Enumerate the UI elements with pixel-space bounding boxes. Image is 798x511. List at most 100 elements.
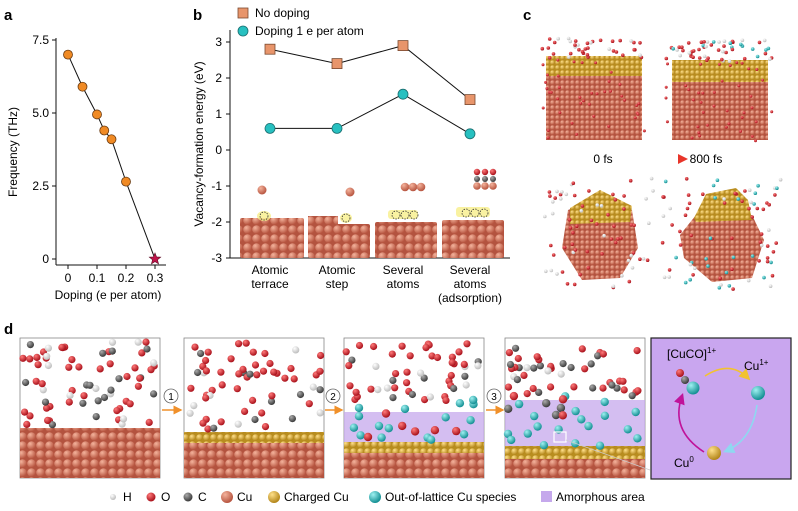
- atom: [392, 370, 400, 378]
- legend-marker: [110, 494, 116, 500]
- atom: [317, 351, 325, 360]
- atom: [403, 368, 411, 376]
- atom: [737, 84, 741, 88]
- time-arrow-head: [678, 154, 688, 164]
- atom: [628, 178, 633, 183]
- atom: [551, 200, 555, 204]
- atom: [136, 374, 144, 382]
- atom: [391, 384, 399, 392]
- snapshot-3: [342, 337, 485, 479]
- atom: [447, 371, 455, 380]
- legend-no-doping-label: No doping: [255, 6, 310, 20]
- chart-b-series-line: [270, 93, 471, 135]
- cluster-800fs: [660, 177, 783, 291]
- atom: [270, 368, 278, 376]
- atom: [204, 425, 212, 433]
- atom: [713, 196, 717, 200]
- atom: [513, 376, 522, 384]
- atom: [764, 48, 768, 52]
- atom: [261, 423, 270, 431]
- atom: [743, 189, 747, 193]
- atom: [430, 426, 440, 435]
- atom: [727, 59, 732, 63]
- atom: [725, 109, 729, 113]
- atom: [450, 384, 458, 393]
- atom: [610, 39, 615, 43]
- atom: [530, 411, 539, 421]
- atom: [687, 201, 692, 206]
- atom: [736, 197, 740, 201]
- atom: [556, 403, 566, 413]
- chart-a-xtick-label: 0: [65, 271, 72, 285]
- atom: [520, 371, 528, 379]
- atom: [674, 255, 678, 260]
- atom: [757, 40, 762, 45]
- atom: [638, 41, 642, 45]
- atom: [631, 251, 636, 255]
- chart-b-ytick-label: 2: [215, 71, 222, 85]
- atom: [251, 415, 259, 424]
- atom: [603, 90, 607, 94]
- atom: [316, 367, 324, 375]
- chart-b-point-doping: [397, 88, 409, 100]
- atom: [599, 384, 607, 392]
- atom: [739, 42, 743, 47]
- atom: [684, 84, 688, 88]
- legend-marker: [183, 492, 193, 502]
- atom: [507, 435, 516, 445]
- atom: [552, 40, 557, 45]
- atom: [644, 196, 648, 201]
- panel-c: 0 fs 800 fs: [540, 36, 783, 291]
- atom: [618, 82, 622, 86]
- atom: [722, 39, 727, 43]
- atom: [536, 362, 545, 370]
- chart-a-xlabel: Doping (e per atom): [55, 288, 162, 302]
- atom: [606, 212, 610, 217]
- atom: [545, 87, 549, 90]
- atom: [44, 361, 53, 370]
- atom: [210, 424, 218, 432]
- atom: [758, 240, 763, 244]
- atom: [410, 427, 420, 436]
- atom: [572, 60, 576, 64]
- atom: [570, 242, 575, 246]
- atom: [608, 381, 616, 389]
- slab-0fs: [540, 36, 646, 140]
- atom: [461, 372, 469, 380]
- atom: [607, 47, 611, 51]
- atom: [509, 391, 519, 401]
- atom: [261, 349, 269, 358]
- svg-text:2: 2: [330, 392, 336, 403]
- atom: [590, 91, 594, 95]
- atom: [693, 266, 697, 271]
- atom: [119, 415, 128, 423]
- atom: [550, 211, 555, 216]
- atom: [755, 68, 759, 71]
- atom: [598, 38, 603, 43]
- atom: [389, 394, 397, 402]
- atom: [241, 407, 249, 415]
- atom: [686, 41, 691, 45]
- atom: [523, 364, 531, 372]
- chart-b-ytick-label: -3: [211, 251, 222, 265]
- atom: [773, 193, 777, 197]
- step-1: 1: [162, 388, 183, 415]
- atom: [570, 121, 574, 125]
- atom: [755, 206, 760, 211]
- atom: [600, 252, 604, 256]
- atom: [702, 54, 707, 59]
- atom: [589, 384, 597, 392]
- cycle-arrow-cyan: [723, 404, 758, 454]
- atom: [759, 232, 764, 236]
- atom: [548, 194, 552, 198]
- atom: [145, 418, 153, 426]
- atom: [186, 409, 194, 417]
- atom: [556, 74, 560, 78]
- atom: [65, 363, 73, 371]
- atom: [540, 46, 545, 51]
- atom: [547, 190, 552, 194]
- atom: [613, 240, 618, 245]
- atom: [768, 57, 772, 61]
- chart-b-point-no-doping: [397, 40, 409, 51]
- atom: [408, 390, 416, 399]
